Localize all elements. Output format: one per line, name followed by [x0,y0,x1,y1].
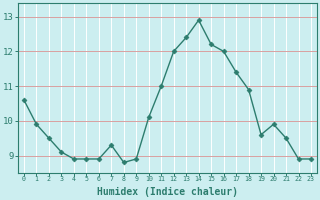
X-axis label: Humidex (Indice chaleur): Humidex (Indice chaleur) [97,187,238,197]
